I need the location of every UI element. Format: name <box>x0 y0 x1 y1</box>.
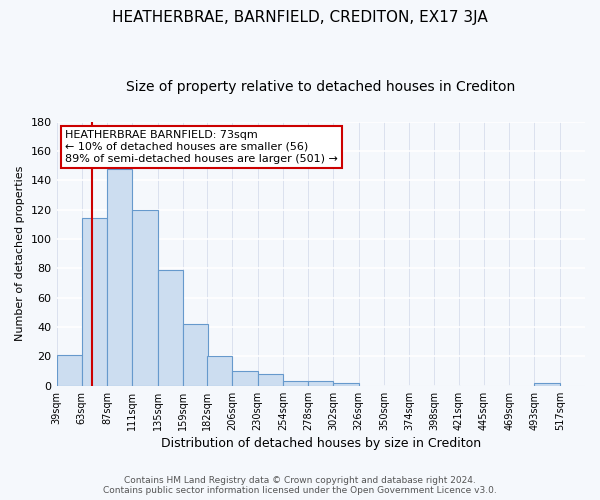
Bar <box>133 210 158 386</box>
Bar <box>107 168 133 386</box>
Bar <box>183 324 208 386</box>
Text: Contains HM Land Registry data © Crown copyright and database right 2024.
Contai: Contains HM Land Registry data © Crown c… <box>103 476 497 495</box>
X-axis label: Distribution of detached houses by size in Crediton: Distribution of detached houses by size … <box>161 437 481 450</box>
Text: HEATHERBRAE, BARNFIELD, CREDITON, EX17 3JA: HEATHERBRAE, BARNFIELD, CREDITON, EX17 3… <box>112 10 488 25</box>
Bar <box>283 382 308 386</box>
Bar <box>207 356 232 386</box>
Bar <box>257 374 283 386</box>
Bar <box>56 355 82 386</box>
Bar <box>535 383 560 386</box>
Bar <box>308 382 334 386</box>
Bar <box>158 270 183 386</box>
Bar <box>232 371 257 386</box>
Bar <box>334 383 359 386</box>
Text: HEATHERBRAE BARNFIELD: 73sqm
← 10% of detached houses are smaller (56)
89% of se: HEATHERBRAE BARNFIELD: 73sqm ← 10% of de… <box>65 130 338 164</box>
Y-axis label: Number of detached properties: Number of detached properties <box>15 166 25 342</box>
Bar <box>82 218 107 386</box>
Title: Size of property relative to detached houses in Crediton: Size of property relative to detached ho… <box>126 80 515 94</box>
